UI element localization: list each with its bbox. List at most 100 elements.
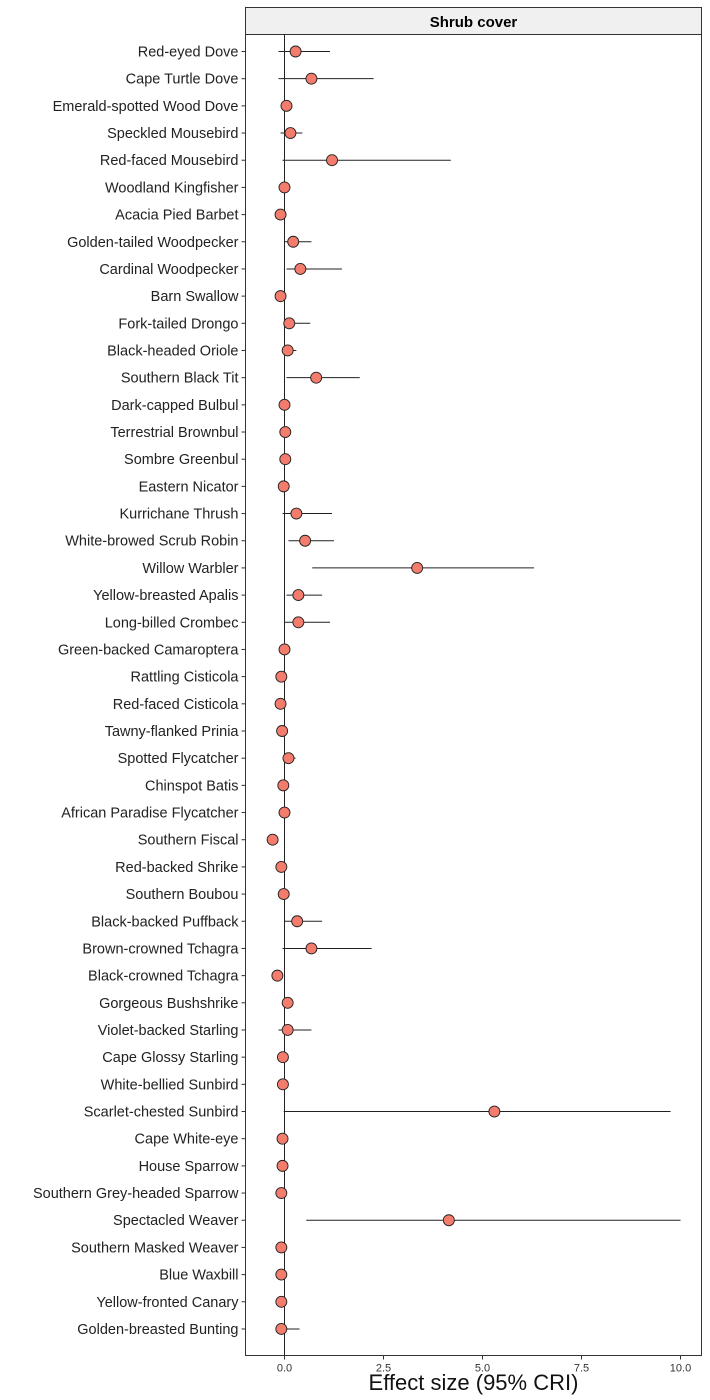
species-label: Golden-tailed Woodpecker xyxy=(67,235,239,251)
species-label: Violet-backed Starling xyxy=(98,1023,239,1039)
estimate-point xyxy=(271,969,284,982)
x-tick-label: 5.0 xyxy=(475,1363,490,1375)
estimate-point xyxy=(278,398,291,411)
species-label: Long-billed Crombec xyxy=(105,615,239,631)
estimate-point xyxy=(284,127,297,139)
estimate-point xyxy=(281,344,294,357)
estimate-point xyxy=(305,942,318,955)
estimate-point xyxy=(289,45,302,58)
estimate-point xyxy=(278,643,291,656)
species-label: Spectacled Weaver xyxy=(113,1213,239,1229)
species-label: Black-crowned Tchagra xyxy=(88,969,239,985)
x-tick-label: 7.5 xyxy=(574,1363,589,1375)
estimate-point xyxy=(488,1105,501,1118)
species-label: Golden-breasted Bunting xyxy=(77,1322,238,1338)
estimate-point xyxy=(305,72,318,85)
estimate-point xyxy=(294,262,307,275)
species-label: Speckled Mousebird xyxy=(107,126,238,142)
estimate-point xyxy=(292,616,305,629)
species-label: Red-faced Mousebird xyxy=(100,153,239,169)
estimate-point xyxy=(411,561,424,574)
estimate-point xyxy=(280,99,293,112)
estimate-point xyxy=(266,833,279,846)
estimate-point xyxy=(299,534,312,547)
species-label: Emerald-spotted Wood Dove xyxy=(53,99,239,115)
species-label: Chinspot Batis xyxy=(145,778,239,794)
species-label: Southern Black Tit xyxy=(121,371,239,387)
species-label: Yellow-breasted Apalis xyxy=(93,588,238,604)
species-label: Black-backed Puffback xyxy=(91,914,239,930)
x-axis-title: Effect size (95% CRI) xyxy=(369,1370,579,1395)
point-layer xyxy=(266,45,501,1335)
species-label: Southern Grey-headed Sparrow xyxy=(33,1186,239,1202)
estimate-point xyxy=(277,779,290,792)
facet-strip xyxy=(245,7,702,35)
species-label: Sombre Greenbul xyxy=(124,452,238,468)
species-label: Black-headed Oriole xyxy=(107,343,238,359)
species-label: Spotted Flycatcher xyxy=(118,751,239,767)
estimate-point xyxy=(292,589,305,602)
species-label: Yellow-fronted Canary xyxy=(96,1295,239,1311)
estimate-point xyxy=(276,1078,289,1091)
estimate-point xyxy=(275,860,288,873)
species-label: Red-eyed Dove xyxy=(138,45,239,61)
estimate-point xyxy=(279,426,292,438)
estimate-point xyxy=(276,725,289,737)
species-label: Dark-capped Bulbul xyxy=(111,398,238,414)
y-axis-labels: Red-eyed Dove Cape Turtle Dove Emerald-spo… xyxy=(33,45,246,1338)
estimate-point xyxy=(274,208,287,221)
species-label: Rattling Cisticola xyxy=(131,670,240,686)
species-label: Southern Fiscal xyxy=(138,833,239,849)
species-label: Scarlet-chested Sunbird xyxy=(84,1105,239,1121)
facet-title: Shrub cover xyxy=(430,14,518,31)
estimate-point xyxy=(283,317,296,330)
estimate-point xyxy=(442,1214,455,1227)
estimate-point xyxy=(279,453,292,466)
estimate-point xyxy=(274,290,287,303)
species-label: Southern Boubou xyxy=(126,887,239,903)
estimate-point xyxy=(276,1051,289,1064)
estimate-point xyxy=(278,181,291,194)
species-label: Fork-tailed Drongo xyxy=(118,316,238,332)
species-label: Gorgeous Bushshrike xyxy=(99,996,238,1012)
species-label: Kurrichane Thrush xyxy=(119,507,238,523)
species-label: Red-faced Cisticola xyxy=(113,697,240,713)
species-label: Cape Glossy Starling xyxy=(102,1050,238,1066)
species-label: Green-backed Camaroptera xyxy=(58,642,239,658)
estimate-point xyxy=(274,697,287,710)
x-tick-label: 2.5 xyxy=(376,1363,391,1375)
species-label: Cape White-eye xyxy=(135,1132,239,1148)
species-label: Blue Waxbill xyxy=(159,1268,238,1284)
interval-layer xyxy=(269,51,681,1330)
estimate-point xyxy=(275,1268,288,1281)
species-label: White-bellied Sunbird xyxy=(101,1077,239,1093)
estimate-point xyxy=(275,1295,288,1308)
species-label: Cardinal Woodpecker xyxy=(99,262,238,278)
panel-border xyxy=(245,34,702,1356)
estimate-point xyxy=(310,371,323,384)
species-label: Barn Swallow xyxy=(151,289,239,305)
estimate-point xyxy=(276,1132,289,1145)
estimate-point xyxy=(291,915,304,928)
species-label: Woodland Kingfisher xyxy=(105,180,239,196)
estimate-point xyxy=(275,670,288,683)
estimate-point xyxy=(275,1323,288,1335)
species-label: House Sparrow xyxy=(139,1159,239,1175)
x-axis-ticks: 0.0 2.5 5.0 7.5 10.0 xyxy=(277,1355,691,1375)
species-label: Cape Turtle Dove xyxy=(126,72,239,88)
species-label: African Paradise Flycatcher xyxy=(61,806,238,822)
estimate-point xyxy=(281,1024,294,1036)
species-label: Acacia Pied Barbet xyxy=(115,208,238,224)
x-tick-label: 0.0 xyxy=(277,1363,292,1375)
species-label: Tawny-flanked Prinia xyxy=(105,724,240,740)
estimate-point xyxy=(277,888,290,901)
species-label: Red-backed Shrike xyxy=(115,860,238,876)
species-label: Southern Masked Weaver xyxy=(71,1240,239,1256)
estimate-point xyxy=(275,1187,288,1200)
estimate-point xyxy=(275,1241,288,1254)
estimate-point xyxy=(326,154,338,167)
estimate-point xyxy=(290,507,303,520)
estimate-point xyxy=(287,235,300,248)
estimate-point xyxy=(276,1159,289,1172)
